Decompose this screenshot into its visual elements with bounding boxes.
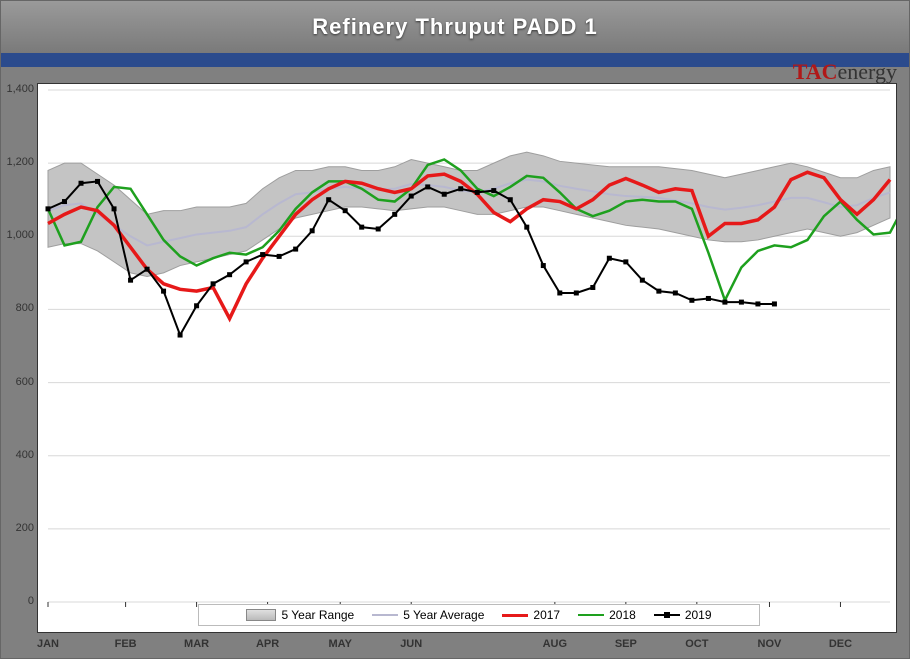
y-tick-label: 800 <box>4 302 34 314</box>
x-tick-label: APR <box>250 638 286 650</box>
legend-item-avg: 5 Year Average <box>372 608 484 622</box>
x-tick-label: MAR <box>179 638 215 650</box>
y-tick-label: 200 <box>4 522 34 534</box>
avg-swatch <box>372 614 398 616</box>
s2018-swatch <box>578 614 604 616</box>
y-tick-label: 1,400 <box>4 83 34 95</box>
brand-logo: TACenergy <box>793 59 897 85</box>
legend-item-2018: 2018 <box>578 608 636 622</box>
y-tick-label: 600 <box>4 376 34 388</box>
legend-label: 2019 <box>685 608 712 622</box>
y-tick-label: 0 <box>4 595 34 607</box>
legend-label: 2018 <box>609 608 636 622</box>
x-tick-label: AUG <box>537 638 573 650</box>
legend-item-2017: 2017 <box>502 608 560 622</box>
chart-svg <box>38 84 896 632</box>
x-tick-label: MAY <box>322 638 358 650</box>
s2017-swatch <box>502 614 528 617</box>
x-tick-label: NOV <box>751 638 787 650</box>
x-tick-label: DEC <box>822 638 858 650</box>
x-tick-label: SEP <box>608 638 644 650</box>
x-tick-label: FEB <box>108 638 144 650</box>
s2019-swatch <box>654 614 680 616</box>
x-tick-label: JUN <box>393 638 429 650</box>
y-tick-label: 400 <box>4 449 34 461</box>
x-tick-label: OCT <box>679 638 715 650</box>
range-swatch <box>246 609 276 621</box>
legend-item-2019: 2019 <box>654 608 712 622</box>
plot-area: 02004006008001,0001,2001,400 JANFEBMARAP… <box>37 83 897 633</box>
logo-left: TAC <box>793 59 838 84</box>
legend-label: 5 Year Range <box>281 608 354 622</box>
title-bar: Refinery Thruput PADD 1 <box>1 1 909 53</box>
y-tick-label: 1,200 <box>4 156 34 168</box>
y-tick-label: 1,000 <box>4 229 34 241</box>
x-tick-label: JAN <box>30 638 66 650</box>
chart-container: Refinery Thruput PADD 1 TACenergy 020040… <box>0 0 910 659</box>
legend-label: 2017 <box>533 608 560 622</box>
chart-title: Refinery Thruput PADD 1 <box>312 14 597 40</box>
logo-right: energy <box>838 59 897 84</box>
legend-label: 5 Year Average <box>403 608 484 622</box>
legend-item-range: 5 Year Range <box>246 608 354 622</box>
legend: 5 Year Range 5 Year Average 2017 2018 20… <box>198 604 760 626</box>
accent-bar <box>1 53 909 67</box>
